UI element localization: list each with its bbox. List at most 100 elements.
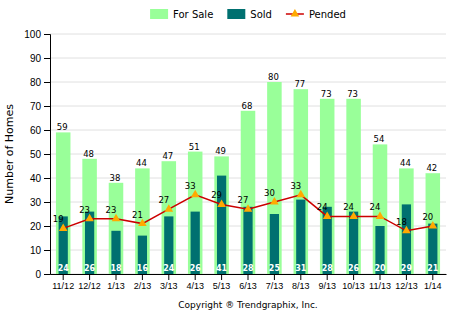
marker <box>138 219 147 226</box>
data-label: 49 <box>215 146 226 156</box>
data-label: 24 <box>343 202 354 212</box>
y-tick-mark <box>44 154 50 155</box>
bar-series <box>59 176 438 274</box>
marker <box>376 211 385 218</box>
x-tick: 12/12 <box>78 274 101 291</box>
x-tick-mark <box>432 274 433 280</box>
data-label: 80 <box>268 72 279 82</box>
marker <box>402 226 411 233</box>
data-label: 42 <box>426 163 437 173</box>
x-tick-mark <box>195 274 196 280</box>
bar <box>346 99 361 274</box>
x-tick-label: 9/13 <box>318 281 336 291</box>
x-tick: 3/13 <box>160 274 178 291</box>
y-tick-mark <box>44 178 50 179</box>
data-label: 25 <box>269 264 281 273</box>
data-label: 41 <box>216 264 228 273</box>
data-label: 21 <box>427 264 439 273</box>
x-tick: 1/14 <box>424 274 442 291</box>
x-tick: 9/13 <box>318 274 336 291</box>
data-label: 24 <box>58 264 70 273</box>
y-tick: 50 <box>30 149 50 160</box>
bar <box>82 159 97 274</box>
data-label: 16 <box>137 264 149 273</box>
data-labels: 5948384447514968807773735444422426181624… <box>53 72 439 273</box>
x-tick-label: 8/13 <box>292 281 310 291</box>
data-label: 77 <box>294 79 305 89</box>
data-label: 27 <box>158 195 169 205</box>
legend-label: For Sale <box>173 9 213 20</box>
y-tick-label: 80 <box>30 77 42 88</box>
x-tick-label: 4/13 <box>186 281 204 291</box>
legend-label: Sold <box>250 9 272 20</box>
x-tick-label: 2/13 <box>134 281 152 291</box>
x-tick: 8/13 <box>292 274 310 291</box>
marker <box>270 197 279 204</box>
x-tick-mark <box>327 274 328 280</box>
x-tick-mark <box>406 274 407 280</box>
y-axis: 0102030405060708090100 <box>24 29 50 280</box>
data-label: 28 <box>322 264 334 273</box>
data-label: 23 <box>106 205 117 215</box>
x-tick: 7/13 <box>266 274 284 291</box>
legend-label: Pended <box>309 9 346 20</box>
legend-item: Pended <box>286 9 346 20</box>
plot: 010203040506070809010011/1212/121/132/13… <box>24 29 446 292</box>
data-label: 30 <box>264 188 275 198</box>
y-tick-mark <box>44 58 50 59</box>
x-tick-mark <box>89 274 90 280</box>
y-tick-label: 20 <box>30 221 42 232</box>
y-tick-label: 40 <box>30 173 42 184</box>
bar <box>56 132 71 274</box>
data-label: 44 <box>136 158 147 168</box>
data-label: 24 <box>163 264 175 273</box>
bar <box>320 99 335 274</box>
data-label: 19 <box>53 214 64 224</box>
x-tick-mark <box>248 274 249 280</box>
data-label: 48 <box>83 149 94 159</box>
data-label: 20 <box>422 212 433 222</box>
data-label: 26 <box>190 264 202 273</box>
data-label: 33 <box>185 181 196 191</box>
y-tick-label: 90 <box>30 53 42 64</box>
x-tick-label: 11/13 <box>369 281 391 291</box>
data-label: 47 <box>162 151 173 161</box>
x-tick-label: 12/12 <box>78 281 101 291</box>
data-label: 28 <box>242 264 254 273</box>
legend: For Sale Sold Pended <box>150 9 346 20</box>
y-tick: 70 <box>30 101 50 112</box>
y-tick-label: 60 <box>30 125 42 136</box>
data-label: 59 <box>57 122 68 132</box>
y-tick: 100 <box>24 29 50 40</box>
bar <box>241 111 256 274</box>
bar <box>109 183 124 274</box>
data-label: 18 <box>396 217 407 227</box>
line <box>63 195 433 231</box>
y-tick-mark <box>44 130 50 131</box>
marker <box>429 221 438 228</box>
marker <box>349 211 358 218</box>
bar <box>296 200 305 274</box>
x-axis-title: Copyright ® Trendgraphix, Inc. <box>178 300 317 310</box>
data-label: 33 <box>290 181 301 191</box>
y-axis-line <box>44 35 51 275</box>
data-label: 73 <box>347 89 358 99</box>
y-tick: 20 <box>30 221 50 232</box>
bar <box>214 156 229 274</box>
y-tick: 80 <box>30 77 50 88</box>
x-tick: 4/13 <box>186 274 204 291</box>
x-tick-label: 3/13 <box>160 281 178 291</box>
x-tick: 10/13 <box>342 274 365 291</box>
bar-series <box>56 82 440 274</box>
legend-swatch <box>150 9 168 19</box>
data-label: 24 <box>317 202 328 212</box>
grid-line <box>50 82 446 83</box>
data-label: 20 <box>374 264 386 273</box>
x-tick-mark <box>142 274 143 280</box>
data-label: 68 <box>242 101 253 111</box>
data-label: 38 <box>110 173 121 183</box>
data-label: 18 <box>110 264 122 273</box>
bar <box>426 173 441 274</box>
y-tick: 10 <box>30 245 50 256</box>
x-tick-label: 6/13 <box>239 281 257 291</box>
